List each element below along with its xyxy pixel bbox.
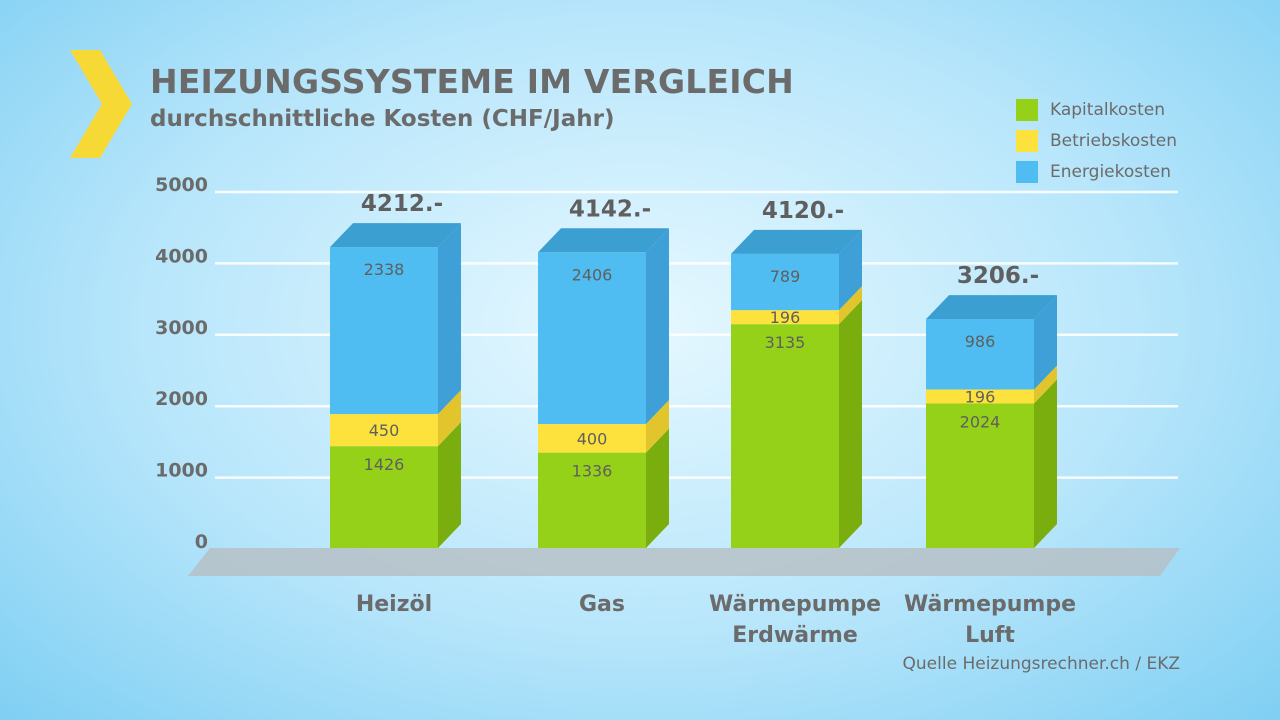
x-category-label: Erdwärme: [732, 623, 858, 648]
y-tick-label: 4000: [155, 245, 208, 267]
data-label: 1336: [572, 462, 613, 481]
bar-side-kapital: [1034, 379, 1057, 548]
chart-title: HEIZUNGSSYSTEME IM VERGLEICH: [150, 62, 794, 101]
bar-segment-betrieb: [330, 414, 438, 447]
data-label: 400: [577, 429, 608, 448]
bar-segment-kapital: [731, 324, 839, 548]
legend-swatch: [1016, 129, 1038, 152]
bar-side-kapital: [839, 300, 862, 548]
data-label: 2338: [364, 260, 405, 279]
x-category-label: Heizöl: [356, 592, 432, 617]
bar-segment-betrieb: [731, 310, 839, 325]
y-tick-label: 2000: [155, 388, 208, 410]
bar-top: [330, 223, 461, 248]
bar-segment-kapital: [330, 446, 438, 548]
total-label: 4142.-: [569, 196, 651, 222]
y-tick-label: 5000: [155, 174, 208, 196]
bar-side-betrieb: [646, 400, 669, 453]
y-tick-label: 3000: [155, 317, 208, 339]
data-label: 2024: [960, 412, 1001, 431]
x-category-label: Gas: [579, 592, 625, 617]
y-tick-label: 1000: [155, 460, 208, 482]
source-note: Quelle Heizungsrechner.ch / EKZ: [902, 654, 1180, 674]
bar-segment-energie: [926, 319, 1034, 390]
x-category-label: Wärmepumpe: [709, 592, 881, 617]
legend-label: Kapitalkosten: [1050, 99, 1165, 120]
bar-side-betrieb: [839, 286, 862, 325]
x-category-label: Luft: [965, 623, 1015, 648]
bar-segment-kapital: [538, 452, 646, 548]
legend-item-energiekosten: Energiekosten: [1016, 156, 1177, 187]
total-label: 4120.-: [762, 198, 844, 224]
bar-segment-energie: [538, 252, 646, 425]
legend-item-kapitalkosten: Kapitalkosten: [1016, 94, 1177, 125]
bar-side-energie: [839, 229, 862, 311]
total-label: 4212.-: [361, 191, 443, 217]
bar-side-energie: [438, 223, 461, 415]
bar-segment-energie: [330, 247, 438, 415]
bar-segment-betrieb: [926, 389, 1034, 404]
bar-top: [538, 228, 669, 253]
bar-top: [731, 229, 862, 254]
legend-swatch: [1016, 160, 1038, 183]
legend-item-betriebskosten: Betriebskosten: [1016, 125, 1177, 156]
bar-segment-kapital: [926, 403, 1034, 548]
data-label: 789: [770, 267, 801, 286]
bar-side-energie: [1034, 295, 1057, 390]
data-label: 986: [965, 332, 996, 351]
bar-top: [926, 295, 1057, 320]
chart-floor: [188, 548, 1180, 576]
bar-side-betrieb: [1034, 365, 1057, 404]
bar-side-kapital: [646, 428, 669, 548]
data-label: 2406: [572, 265, 613, 284]
x-category-label: Wärmepumpe: [904, 592, 1076, 617]
chart-subtitle: durchschnittliche Kosten (CHF/Jahr): [150, 106, 615, 132]
legend-label: Betriebskosten: [1050, 130, 1178, 151]
legend: Kapitalkosten Betriebskosten Energiekost…: [1016, 94, 1177, 187]
bar-side-kapital: [438, 422, 461, 548]
total-label: 3206.-: [957, 263, 1039, 289]
data-label: 3135: [765, 333, 806, 352]
chevron-logo-icon: [70, 50, 132, 158]
bar-segment-betrieb: [538, 424, 646, 453]
bar-segment-energie: [731, 253, 839, 311]
bar-side-energie: [646, 228, 669, 425]
legend-swatch: [1016, 98, 1038, 121]
data-label: 450: [369, 421, 400, 440]
legend-label: Energiekosten: [1050, 161, 1172, 182]
y-tick-label: 0: [195, 531, 208, 553]
bar-side-betrieb: [438, 390, 461, 447]
data-label: 1426: [364, 455, 405, 474]
data-label: 196: [770, 308, 801, 327]
data-label: 196: [965, 387, 996, 406]
